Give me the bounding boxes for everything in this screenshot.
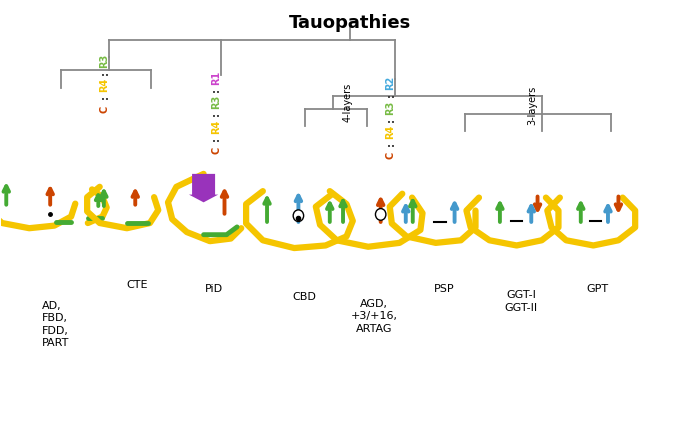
- Ellipse shape: [293, 210, 304, 221]
- Text: PiD: PiD: [205, 284, 223, 294]
- Text: :: :: [386, 93, 396, 97]
- Text: AGD,
+3/+16,
ARTAG: AGD, +3/+16, ARTAG: [351, 299, 398, 334]
- Text: C: C: [211, 147, 221, 154]
- Text: R3: R3: [386, 100, 396, 115]
- Text: :: :: [386, 118, 396, 122]
- Text: CTE: CTE: [127, 279, 148, 289]
- Text: :: :: [211, 137, 221, 141]
- Text: CBD: CBD: [293, 293, 316, 302]
- Text: C: C: [386, 152, 396, 159]
- Text: R4: R4: [99, 78, 110, 92]
- Text: :: :: [386, 141, 396, 146]
- Text: :: :: [211, 88, 221, 92]
- FancyArrow shape: [189, 174, 218, 202]
- Text: R3: R3: [99, 54, 110, 68]
- Text: AD,
FBD,
FDD,
PART: AD, FBD, FDD, PART: [42, 301, 69, 349]
- Text: Tauopathies: Tauopathies: [289, 14, 411, 32]
- Text: PSP: PSP: [434, 284, 454, 294]
- Text: :: :: [99, 95, 110, 99]
- Text: R3: R3: [211, 95, 221, 109]
- Ellipse shape: [375, 209, 386, 220]
- Text: R1: R1: [211, 71, 221, 85]
- Text: R4: R4: [211, 119, 221, 134]
- Text: C: C: [99, 105, 110, 113]
- Text: GPT: GPT: [587, 284, 608, 294]
- Text: 3-layers: 3-layers: [528, 85, 538, 125]
- Text: GGT-I
GGT-II: GGT-I GGT-II: [504, 290, 538, 313]
- Text: 4-layers: 4-layers: [343, 83, 353, 122]
- Text: :: :: [99, 71, 110, 75]
- Text: :: :: [211, 112, 221, 116]
- Text: R2: R2: [386, 76, 396, 90]
- Text: R4: R4: [386, 125, 396, 139]
